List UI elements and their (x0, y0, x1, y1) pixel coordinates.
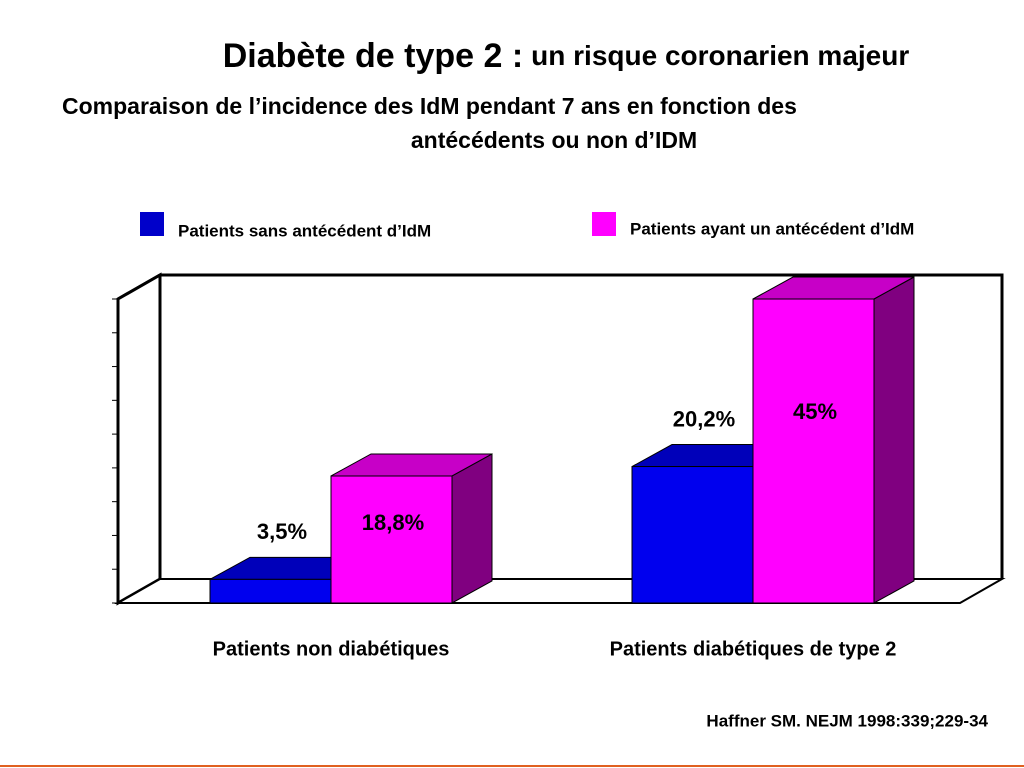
title-main: Diabète de type 2 : (223, 37, 523, 75)
value-label: 20,2% (673, 406, 735, 431)
legend-label: Patients sans antécédent d’IdM (178, 221, 431, 240)
left-wall (116, 272, 162, 606)
bar (330, 475, 453, 604)
bar-side (451, 453, 493, 604)
bar (209, 578, 332, 604)
value-label: 18,8% (362, 510, 424, 535)
value-label: 3,5% (257, 519, 307, 544)
legend-label: Patients ayant un antécédent d’IdM (630, 219, 914, 238)
bar (752, 298, 875, 604)
source: Haffner SM. NEJM 1998:339;229-34 (706, 711, 988, 730)
x-tick-label: Patients non diabétiques (213, 638, 450, 660)
bar (631, 466, 754, 604)
x-tick-label: Patients diabétiques de type 2 (610, 638, 897, 660)
subtitle: antécédents ou non d’IDM (411, 127, 697, 153)
title-rest: un risque coronarien majeur (531, 40, 909, 71)
legend-swatch (592, 212, 616, 236)
value-label: 45% (793, 399, 837, 424)
bar-side (873, 276, 915, 604)
subtitle: Comparaison de l’incidence des IdM penda… (62, 93, 797, 119)
chart-title: Diabète de type 2 : un risque coronarien … (223, 37, 910, 75)
legend-swatch (140, 212, 164, 236)
